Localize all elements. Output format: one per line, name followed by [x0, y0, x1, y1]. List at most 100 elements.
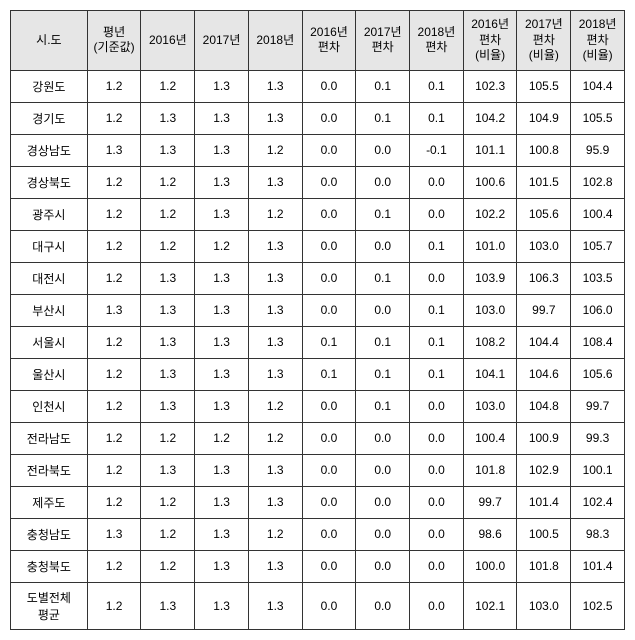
cell: 1.3 [248, 262, 302, 294]
cell: 102.2 [463, 198, 517, 230]
cell: 1.3 [87, 518, 141, 550]
cell: 1.2 [141, 486, 195, 518]
cell: 100.1 [571, 454, 625, 486]
cell: 1.2 [87, 582, 141, 629]
cell: 108.2 [463, 326, 517, 358]
cell: 1.2 [87, 326, 141, 358]
cell: 101.1 [463, 134, 517, 166]
cell: 1.2 [87, 486, 141, 518]
cell: 0.1 [410, 70, 464, 102]
table-row: 충청북도1.21.21.31.30.00.00.0100.0101.8101.4 [11, 550, 625, 582]
cell: 0.1 [410, 294, 464, 326]
cell: 0.0 [410, 518, 464, 550]
cell: 98.6 [463, 518, 517, 550]
row-label: 제주도 [11, 486, 88, 518]
table-row: 제주도1.21.21.31.30.00.00.099.7101.4102.4 [11, 486, 625, 518]
cell: 1.2 [141, 166, 195, 198]
cell: 1.3 [141, 390, 195, 422]
cell: 104.4 [517, 326, 571, 358]
cell: 1.3 [141, 326, 195, 358]
row-label: 대전시 [11, 262, 88, 294]
cell: 1.3 [141, 358, 195, 390]
row-label: 경상남도 [11, 134, 88, 166]
row-label: 전라남도 [11, 422, 88, 454]
cell: 103.9 [463, 262, 517, 294]
cell: 1.2 [87, 262, 141, 294]
cell: 104.6 [517, 358, 571, 390]
cell: 1.3 [248, 70, 302, 102]
cell: 1.2 [248, 518, 302, 550]
cell: 103.0 [517, 582, 571, 629]
cell: 1.2 [87, 422, 141, 454]
table-row: 충청남도1.31.21.31.20.00.00.098.6100.598.3 [11, 518, 625, 550]
cell: 1.3 [195, 390, 249, 422]
cell: 0.0 [356, 294, 410, 326]
cell: 1.3 [141, 134, 195, 166]
cell: 1.2 [87, 390, 141, 422]
row-label: 울산시 [11, 358, 88, 390]
cell: 1.3 [87, 134, 141, 166]
cell: 0.0 [302, 294, 356, 326]
cell: 1.3 [248, 102, 302, 134]
column-header-5: 2016년편차 [302, 11, 356, 71]
cell: 1.3 [141, 102, 195, 134]
table-row: 경상북도1.21.21.31.30.00.00.0100.6101.5102.8 [11, 166, 625, 198]
cell: 1.2 [87, 102, 141, 134]
row-label: 부산시 [11, 294, 88, 326]
cell: 0.1 [356, 326, 410, 358]
cell: 1.3 [195, 454, 249, 486]
cell: 104.9 [517, 102, 571, 134]
cell: 1.2 [141, 518, 195, 550]
cell: 99.7 [571, 390, 625, 422]
cell: 99.7 [463, 486, 517, 518]
row-label: 경상북도 [11, 166, 88, 198]
table-row: 서울시1.21.31.31.30.10.10.1108.2104.4108.4 [11, 326, 625, 358]
cell: 1.3 [248, 358, 302, 390]
cell: 108.4 [571, 326, 625, 358]
cell: 1.2 [195, 422, 249, 454]
cell: 1.2 [248, 422, 302, 454]
row-label: 강원도 [11, 70, 88, 102]
cell: 102.9 [517, 454, 571, 486]
table-row: 울산시1.21.31.31.30.10.10.1104.1104.6105.6 [11, 358, 625, 390]
cell: 100.8 [517, 134, 571, 166]
cell: 0.0 [302, 262, 356, 294]
cell: 100.4 [463, 422, 517, 454]
cell: 100.5 [517, 518, 571, 550]
cell: 1.2 [141, 230, 195, 262]
column-header-1: 평년(기준값) [87, 11, 141, 71]
cell: 1.2 [248, 198, 302, 230]
cell: 1.3 [195, 102, 249, 134]
cell: 1.3 [248, 166, 302, 198]
cell: 98.3 [571, 518, 625, 550]
cell: 1.3 [141, 582, 195, 629]
column-header-2: 2016년 [141, 11, 195, 71]
table-header: 시.도평년(기준값)2016년2017년2018년2016년편차2017년편차2… [11, 11, 625, 71]
cell: 0.0 [410, 166, 464, 198]
cell: 1.2 [87, 166, 141, 198]
table-row: 도별전체평균1.21.31.31.30.00.00.0102.1103.0102… [11, 582, 625, 629]
cell: 102.4 [571, 486, 625, 518]
cell: 1.3 [195, 70, 249, 102]
cell: 0.0 [410, 486, 464, 518]
table-row: 광주시1.21.21.31.20.00.10.0102.2105.6100.4 [11, 198, 625, 230]
cell: 102.8 [571, 166, 625, 198]
cell: 101.5 [517, 166, 571, 198]
cell: 103.5 [571, 262, 625, 294]
cell: 0.0 [410, 454, 464, 486]
cell: 1.2 [87, 198, 141, 230]
cell: 0.1 [356, 102, 410, 134]
cell: 0.1 [356, 70, 410, 102]
row-label: 충청남도 [11, 518, 88, 550]
cell: 1.2 [87, 358, 141, 390]
cell: 0.1 [356, 262, 410, 294]
cell: 100.4 [571, 198, 625, 230]
cell: 0.1 [302, 326, 356, 358]
cell: 1.3 [195, 294, 249, 326]
cell: 1.3 [248, 326, 302, 358]
column-header-3: 2017년 [195, 11, 249, 71]
cell: 1.2 [87, 454, 141, 486]
cell: 0.1 [356, 198, 410, 230]
row-label: 대구시 [11, 230, 88, 262]
row-label: 경기도 [11, 102, 88, 134]
